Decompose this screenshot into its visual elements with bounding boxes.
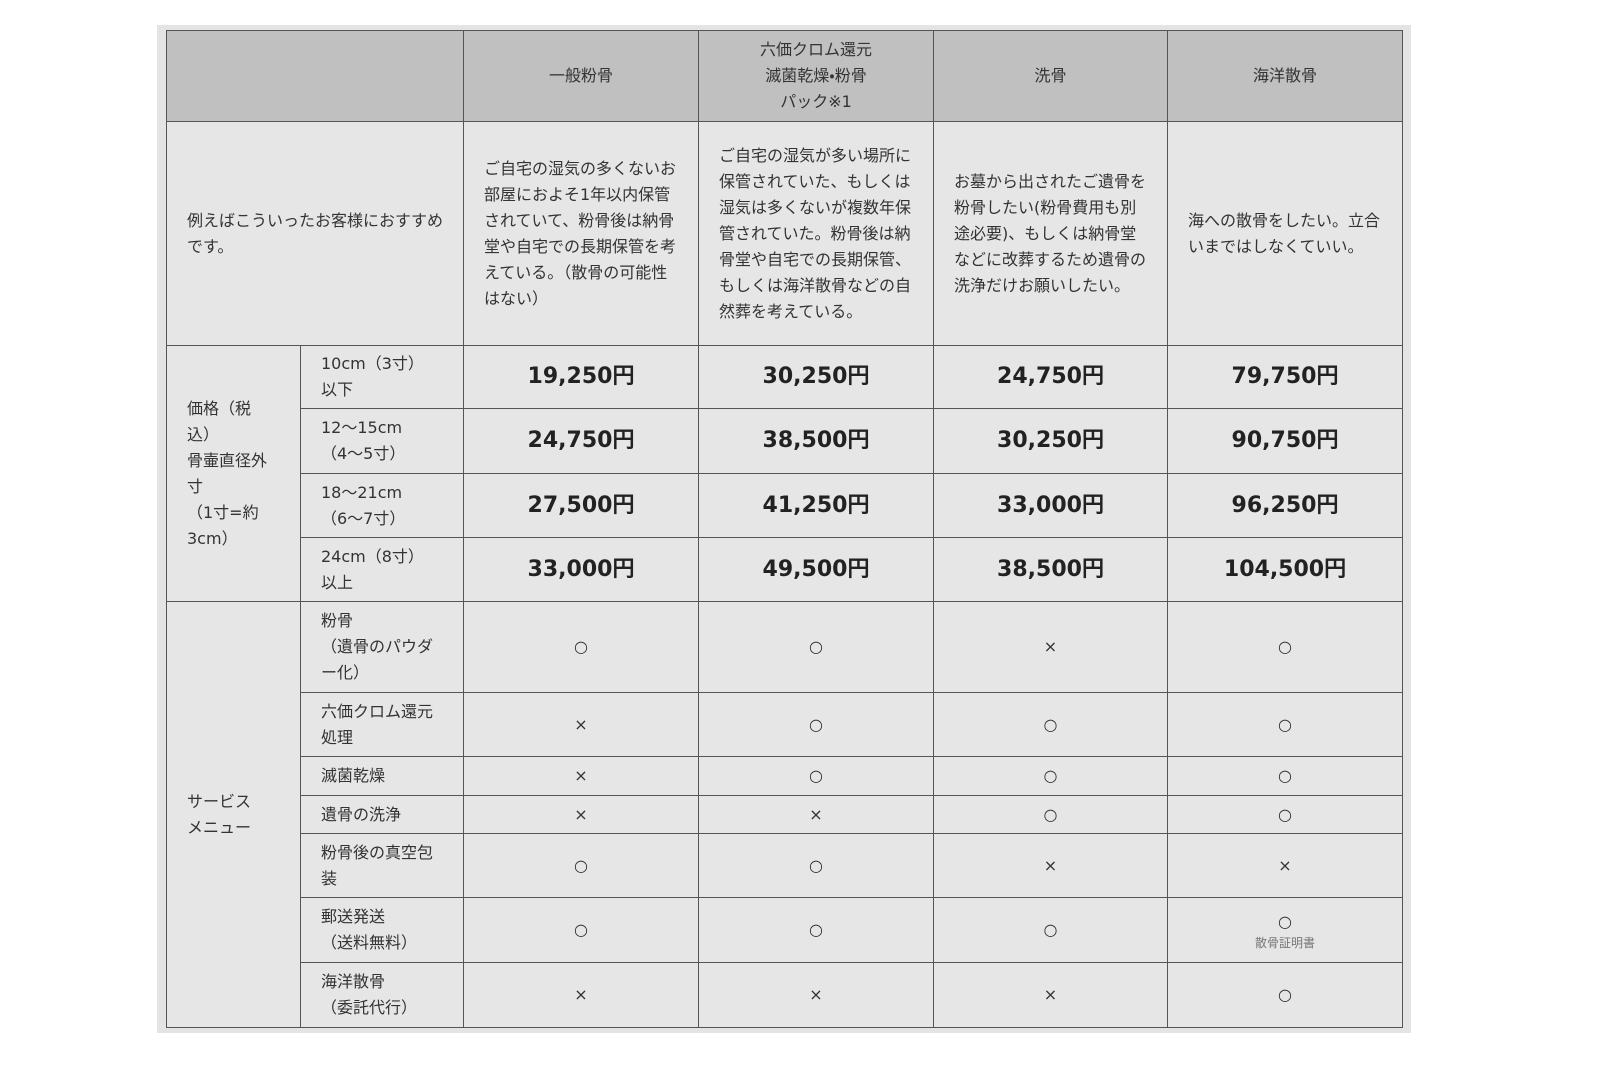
price-cell: 27,500円 xyxy=(463,473,699,538)
header-cell: 六価クロム還元 滅菌乾燥・粉骨 パック※1 xyxy=(698,30,934,122)
service-cell: × xyxy=(933,962,1168,1028)
price-cell: 24,750円 xyxy=(463,408,699,474)
service-cell: ○ xyxy=(463,833,699,898)
service-name: 六価クロム還元処理 xyxy=(300,692,464,757)
price-cell: 38,500円 xyxy=(933,537,1168,602)
table-row: 12〜15cm （4〜5寸） 24,750円 38,500円 30,250円 90,75… xyxy=(167,408,1403,474)
service-cell: ○ xyxy=(1167,692,1403,757)
table-row: 例えばこういったお客様におすすめです。 ご自宅の湿気の多くないお部屋におよそ1年以… xyxy=(166,121,1403,346)
table-frame: 一般粉骨 六価クロム還元 滅菌乾燥・粉骨 パック※1 洗骨 海洋散骨 例えばこういったお… xyxy=(157,25,1411,1033)
price-cell: 30,250円 xyxy=(698,345,934,409)
table-row: 郵送発送 （送料無料） ○ ○ ○ ○ 散骨証明書 xyxy=(167,897,1403,963)
recommend-label: 例えばこういったお客様におすすめです。 xyxy=(166,121,464,346)
service-cell: ○ xyxy=(698,897,934,963)
service-cell: ○ xyxy=(933,692,1168,757)
service-name: 遺骨の洗浄 xyxy=(300,795,464,834)
recommend-cell: お墓から出されたご遺骨を粉骨したい(粉骨費用も別途必要)、もしくは納骨堂などに改… xyxy=(933,121,1168,346)
table-row: 24cm（8寸） 以上 33,000円 49,500円 38,500円 104,500円 xyxy=(167,537,1403,602)
service-name: 粉骨後の真空包装 xyxy=(300,833,464,898)
service-cell: ○ xyxy=(1167,962,1403,1028)
service-cell: ○ xyxy=(698,756,934,796)
price-cell: 33,000円 xyxy=(463,537,699,602)
service-label: サービス メニュー xyxy=(166,601,301,1028)
price-cell: 41,250円 xyxy=(698,473,934,538)
service-name: 粉骨 （遺骨のパウダー化） xyxy=(300,601,464,693)
service-cell: ○ xyxy=(698,601,934,693)
service-cell: ○ xyxy=(1167,756,1403,796)
service-cell: ○ xyxy=(698,833,934,898)
service-cell: × xyxy=(463,692,699,757)
service-cell: ○ 散骨証明書 xyxy=(1167,897,1403,963)
table-row: サービス メニュー 粉骨 （遺骨のパウダー化） ○ ○ × ○ xyxy=(166,601,1403,1028)
size-label: 12〜15cm （4〜5寸） xyxy=(300,408,464,474)
table-row: 海洋散骨 （委託代行） × × × ○ xyxy=(167,962,1403,1028)
service-name: 滅菌乾燥 xyxy=(300,756,464,796)
table-row: 価格（税込） 骨壷直径外寸 （1寸=約3cm） 10cm（3寸） 以下 19,250… xyxy=(166,345,1403,602)
table-row: 18〜21cm （6〜7寸） 27,500円 41,250円 33,000円 96,25… xyxy=(167,473,1403,538)
price-cell: 24,750円 xyxy=(933,345,1168,409)
service-cell: × xyxy=(933,601,1168,693)
table-row: 遺骨の洗浄 × × ○ ○ xyxy=(167,795,1403,834)
recommend-cell: 海への散骨をしたい。立合いまではしなくていい。 xyxy=(1167,121,1403,346)
service-cell: ○ xyxy=(698,692,934,757)
price-label: 価格（税込） 骨壷直径外寸 （1寸=約3cm） xyxy=(166,345,301,602)
table-row: 一般粉骨 六価クロム還元 滅菌乾燥・粉骨 パック※1 洗骨 海洋散骨 xyxy=(166,30,1403,122)
price-cell: 33,000円 xyxy=(933,473,1168,538)
price-cell: 38,500円 xyxy=(698,408,934,474)
service-cell: ○ xyxy=(463,601,699,693)
service-note: 散骨証明書 xyxy=(1254,936,1315,950)
price-cell: 49,500円 xyxy=(698,537,934,602)
service-cell: × xyxy=(463,756,699,796)
price-cell: 96,250円 xyxy=(1167,473,1403,538)
recommend-cell: ご自宅の湿気の多くないお部屋におよそ1年以内保管されていて、粉骨後は納骨堂や自宅… xyxy=(463,121,699,346)
service-cell: × xyxy=(463,962,699,1028)
table-row: 六価クロム還元処理 × ○ ○ ○ xyxy=(167,692,1403,757)
service-cell: ○ xyxy=(933,795,1168,834)
header-cell: 海洋散骨 xyxy=(1167,30,1403,122)
price-cell: 104,500円 xyxy=(1167,537,1403,602)
table-row: 粉骨後の真空包装 ○ ○ × × xyxy=(167,833,1403,898)
service-cell: × xyxy=(933,833,1168,898)
header-corner xyxy=(166,30,464,122)
price-cell: 90,750円 xyxy=(1167,408,1403,474)
size-label: 24cm（8寸） 以上 xyxy=(300,537,464,602)
size-label: 10cm（3寸） 以下 xyxy=(300,345,464,409)
recommend-cell: ご自宅の湿気が多い場所に保管されていた、もしくは湿気は多くないが複数年保管されて… xyxy=(698,121,934,346)
size-label: 18〜21cm （6〜7寸） xyxy=(300,473,464,538)
service-name: 海洋散骨 （委託代行） xyxy=(300,962,464,1028)
service-cell: ○ xyxy=(1167,601,1403,693)
table-row: 滅菌乾燥 × ○ ○ ○ xyxy=(167,756,1403,796)
price-cell: 30,250円 xyxy=(933,408,1168,474)
header-cell: 一般粉骨 xyxy=(463,30,699,122)
service-cell: ○ xyxy=(1167,795,1403,834)
service-cell: × xyxy=(698,795,934,834)
service-cell: × xyxy=(1167,833,1403,898)
service-cell: × xyxy=(463,795,699,834)
service-cell: ○ xyxy=(463,897,699,963)
service-cell: × xyxy=(698,962,934,1028)
service-cell: ○ xyxy=(933,897,1168,963)
header-cell: 洗骨 xyxy=(933,30,1168,122)
price-cell: 19,250円 xyxy=(463,345,699,409)
price-table: 一般粉骨 六価クロム還元 滅菌乾燥・粉骨 パック※1 洗骨 海洋散骨 例えばこういったお… xyxy=(166,30,1403,1028)
price-cell: 79,750円 xyxy=(1167,345,1403,409)
service-name: 郵送発送 （送料無料） xyxy=(300,897,464,963)
service-cell: ○ xyxy=(933,756,1168,796)
